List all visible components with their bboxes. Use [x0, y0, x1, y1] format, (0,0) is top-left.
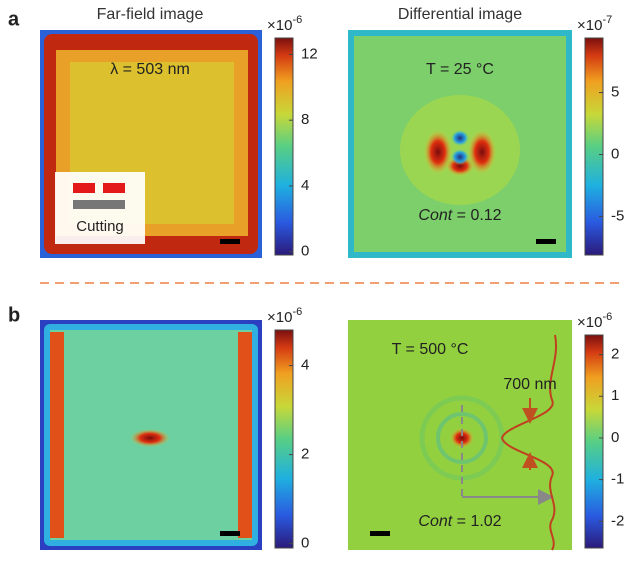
annotation: λ = 503 nm: [110, 61, 190, 78]
inset-label: Cutting: [76, 218, 124, 235]
colorbar: [584, 334, 604, 549]
annotation: T = 500 °C: [392, 341, 469, 358]
scale-base: ×10: [577, 314, 602, 331]
colorbar-tick-label: 1: [611, 387, 619, 404]
colorbar-tick-label: 4: [301, 177, 309, 194]
image-title: Far-field image: [97, 6, 204, 23]
heatmap: [348, 30, 572, 258]
colorbar-tick-label: 0: [301, 535, 309, 552]
scale-power: -6: [292, 306, 302, 318]
colorbar-tick-label: 0: [611, 429, 619, 446]
scale-bar: [220, 239, 240, 244]
width-label: 700 nm: [503, 376, 556, 393]
colorbar-tick-label: 0: [301, 243, 309, 260]
image-title: Differential image: [398, 6, 522, 23]
profile-curve: [500, 334, 557, 551]
scale-power: -6: [292, 14, 302, 26]
scale-bar: [220, 531, 240, 536]
colorbar: [274, 329, 294, 549]
inset: [55, 172, 145, 244]
scale-power: -6: [602, 311, 612, 323]
colorbar-scale: ×10-6: [267, 14, 302, 34]
colorbar-tick-label: 12: [301, 45, 318, 62]
contrast: Cont = 0.12: [418, 207, 501, 224]
colorbar-tick-label: 2: [611, 346, 619, 363]
colorbar-scale: ×10-7: [577, 14, 612, 34]
colorbar: [274, 37, 294, 256]
colorbar-scale: ×10-6: [267, 306, 302, 326]
colorbar-scale: ×10-6: [577, 311, 612, 331]
contrast: Cont = 1.02: [418, 513, 501, 530]
scale-base: ×10: [267, 17, 292, 34]
colorbar-tick-label: -1: [611, 471, 624, 488]
colorbar-tick-label: 5: [611, 84, 619, 101]
colorbar-tick-label: -5: [611, 208, 624, 225]
heatmap: [348, 320, 572, 550]
colorbar: [584, 37, 604, 256]
panel-letter: a: [8, 8, 20, 30]
heatmap: [40, 320, 262, 550]
colorbar-tick-label: 2: [301, 446, 309, 463]
colorbar-tick-label: 8: [301, 111, 309, 128]
annotation: T = 25 °C: [426, 61, 494, 78]
scale-power: -7: [602, 14, 612, 26]
scale-base: ×10: [577, 17, 602, 34]
colorbar-tick-label: 0: [611, 146, 619, 163]
colorbar-tick-label: 4: [301, 357, 309, 374]
scale-bar: [370, 531, 390, 536]
scale-bar: [536, 239, 556, 244]
colorbar-tick-label: -2: [611, 512, 624, 529]
scale-base: ×10: [267, 309, 292, 326]
panel-letter: b: [8, 304, 20, 326]
